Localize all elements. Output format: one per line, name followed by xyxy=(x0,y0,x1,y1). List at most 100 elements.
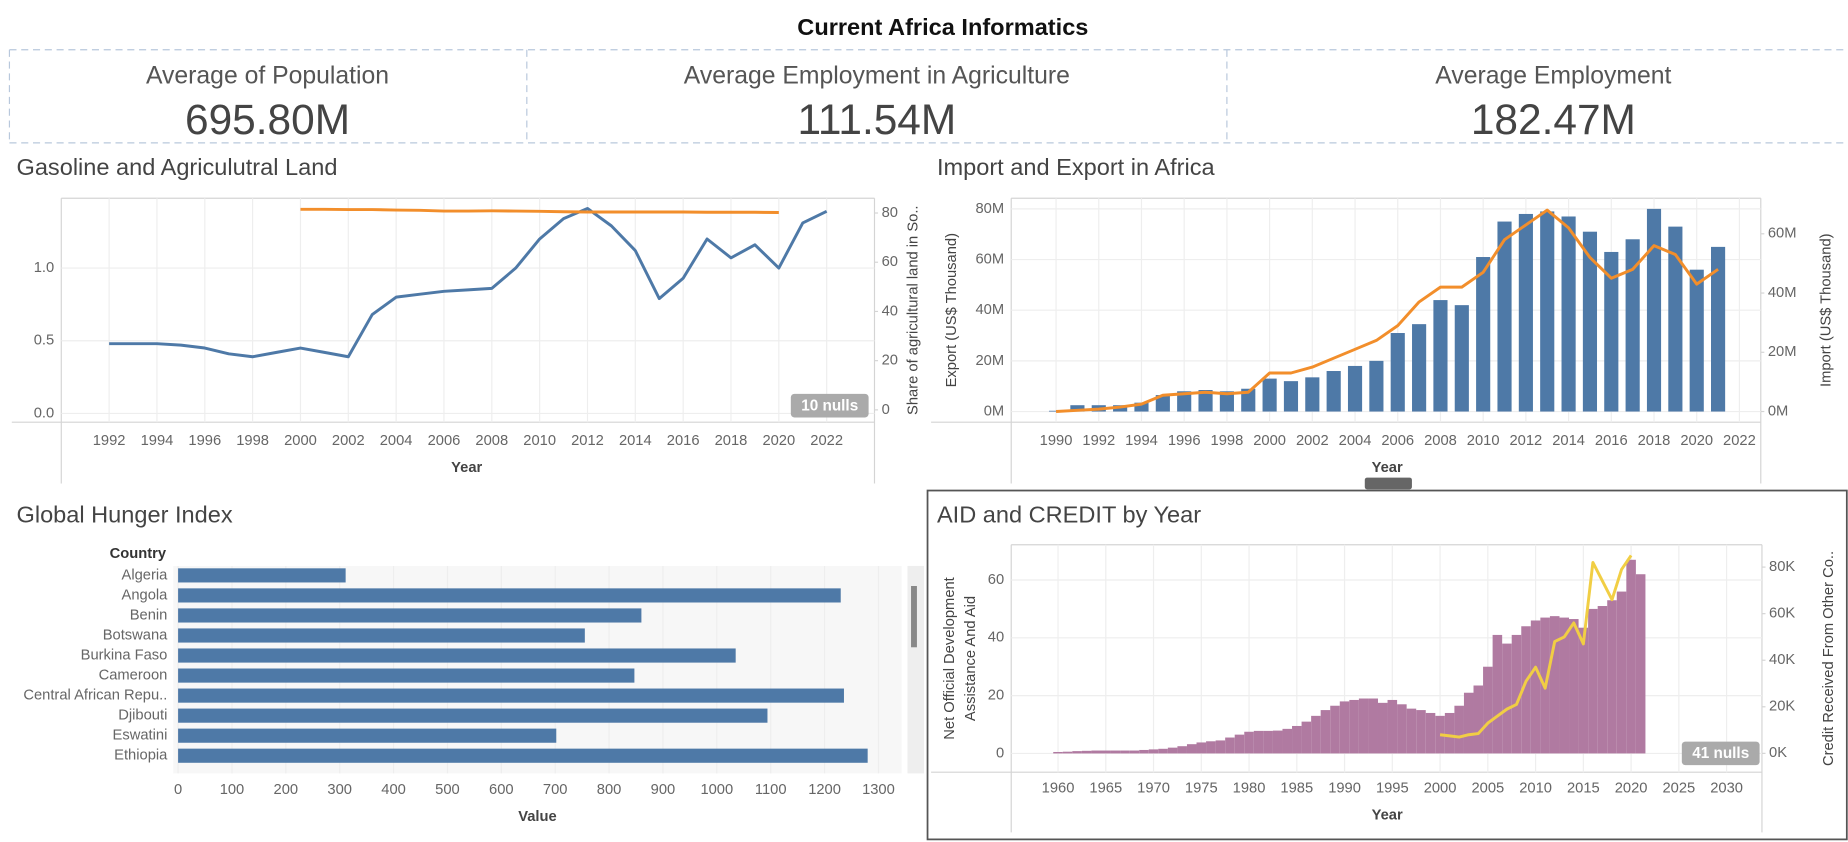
x-tick-label: 1992 xyxy=(1082,433,1115,449)
x-tick-label: 0 xyxy=(174,782,182,798)
bar xyxy=(1425,712,1436,754)
x-tick-label: 1994 xyxy=(1125,433,1158,449)
bar xyxy=(1070,405,1085,412)
scrollbar-thumb[interactable] xyxy=(911,586,917,648)
y2-tick-label: 20 xyxy=(882,353,898,369)
y-tick-label: 40 xyxy=(988,630,1004,646)
bar xyxy=(1502,643,1512,754)
x-tick-label: 2000 xyxy=(1424,781,1457,797)
bar xyxy=(178,648,736,663)
y-tick-label: 60 xyxy=(988,572,1004,588)
bar xyxy=(1072,751,1082,754)
bar xyxy=(1320,710,1331,754)
y-tick-label: 20M xyxy=(976,353,1005,369)
bar xyxy=(1134,402,1149,412)
bar xyxy=(178,748,868,763)
category-label: Burkina Faso xyxy=(81,647,168,663)
bar xyxy=(1604,251,1619,412)
bar xyxy=(1476,257,1491,412)
bar xyxy=(1689,269,1704,412)
y-tick-label: 20 xyxy=(988,688,1004,704)
dashboard-title: Current Africa Informatics xyxy=(797,14,1088,40)
kpi-label: Average Employment in Agriculture xyxy=(684,62,1070,89)
nulls-badge xyxy=(1681,741,1760,766)
y2-tick-label: 80K xyxy=(1769,559,1795,575)
x-tick-label: 1975 xyxy=(1185,781,1218,797)
bar xyxy=(1305,377,1320,412)
x-tick-label: 1965 xyxy=(1089,781,1122,797)
bar xyxy=(1253,730,1264,754)
x-tick-label: 2014 xyxy=(1552,433,1585,449)
bar xyxy=(1597,606,1608,754)
y-tick-label: 0M xyxy=(984,403,1004,419)
x-tick-label: 400 xyxy=(381,782,406,798)
bar xyxy=(1625,239,1640,412)
resize-handle[interactable] xyxy=(1364,477,1412,490)
bar xyxy=(1588,608,1598,754)
category-label: Ethiopia xyxy=(114,748,168,764)
x-tick-label: 1995 xyxy=(1376,781,1409,797)
bar xyxy=(1518,213,1533,412)
category-label: Djibouti xyxy=(118,708,167,724)
bar xyxy=(1561,216,1576,412)
bar xyxy=(178,728,557,743)
bar xyxy=(1177,391,1192,412)
kpi-label: Average Employment xyxy=(1435,62,1671,89)
bar xyxy=(178,688,844,703)
x-tick-label: 2012 xyxy=(571,433,604,449)
bar xyxy=(1416,710,1426,754)
x-tick-label: 1994 xyxy=(141,433,174,449)
category-label: Angola xyxy=(122,587,169,603)
bar xyxy=(1053,751,1063,754)
bar xyxy=(1349,699,1359,754)
x-tick-label: 2006 xyxy=(1381,433,1414,449)
axis-title: Net Official Development xyxy=(942,577,958,740)
category-label: Benin xyxy=(130,607,168,623)
line xyxy=(1055,208,1719,413)
bar xyxy=(1263,730,1273,754)
x-tick-label: 2020 xyxy=(762,433,795,449)
category-label: Algeria xyxy=(122,567,169,583)
x-tick-label: 1960 xyxy=(1042,781,1075,797)
y2-tick-label: 0K xyxy=(1769,745,1787,761)
nulls-label: 10 nulls xyxy=(801,397,858,414)
x-tick-label: 2018 xyxy=(1638,433,1671,449)
bar xyxy=(1120,750,1130,754)
x-tick-label: 2012 xyxy=(1510,433,1543,449)
bar xyxy=(1559,617,1570,754)
bar xyxy=(1225,737,1235,754)
bar xyxy=(1711,246,1726,412)
bar xyxy=(1369,360,1384,412)
bar xyxy=(1155,395,1170,412)
column-header: Country xyxy=(110,546,167,562)
bar xyxy=(1148,749,1159,754)
axis-title: Export (US$ Thousand) xyxy=(944,233,960,387)
x-tick-label: 2016 xyxy=(1595,433,1628,449)
axis-title: Assistance And Aid xyxy=(963,596,979,721)
bar xyxy=(1626,559,1636,754)
x-tick-label: 1300 xyxy=(862,782,895,798)
bar xyxy=(1511,634,1522,754)
kpi-label: Average of Population xyxy=(146,62,389,89)
bar xyxy=(1668,226,1683,412)
bar xyxy=(1244,731,1254,754)
bar xyxy=(1196,742,1207,754)
bar xyxy=(1390,333,1405,412)
x-tick-label: 2008 xyxy=(475,433,508,449)
x-tick-label: 1990 xyxy=(1040,433,1073,449)
x-tick-label: 2015 xyxy=(1567,781,1600,797)
bar xyxy=(1091,750,1101,754)
x-tick-label: 1996 xyxy=(1168,433,1201,449)
x-tick-label: 1200 xyxy=(808,782,841,798)
bar xyxy=(1292,725,1302,754)
bar xyxy=(1406,708,1417,754)
bar xyxy=(1219,391,1234,412)
bar xyxy=(178,668,635,683)
y-tick-label: 60M xyxy=(976,251,1005,267)
y-tick-label: 0.5 xyxy=(34,333,54,349)
x-tick-label: 200 xyxy=(274,782,299,798)
x-tick-label: 2016 xyxy=(667,433,700,449)
x-tick-label: 300 xyxy=(327,782,352,798)
bar xyxy=(1186,744,1197,754)
x-tick-label: 700 xyxy=(543,782,568,798)
